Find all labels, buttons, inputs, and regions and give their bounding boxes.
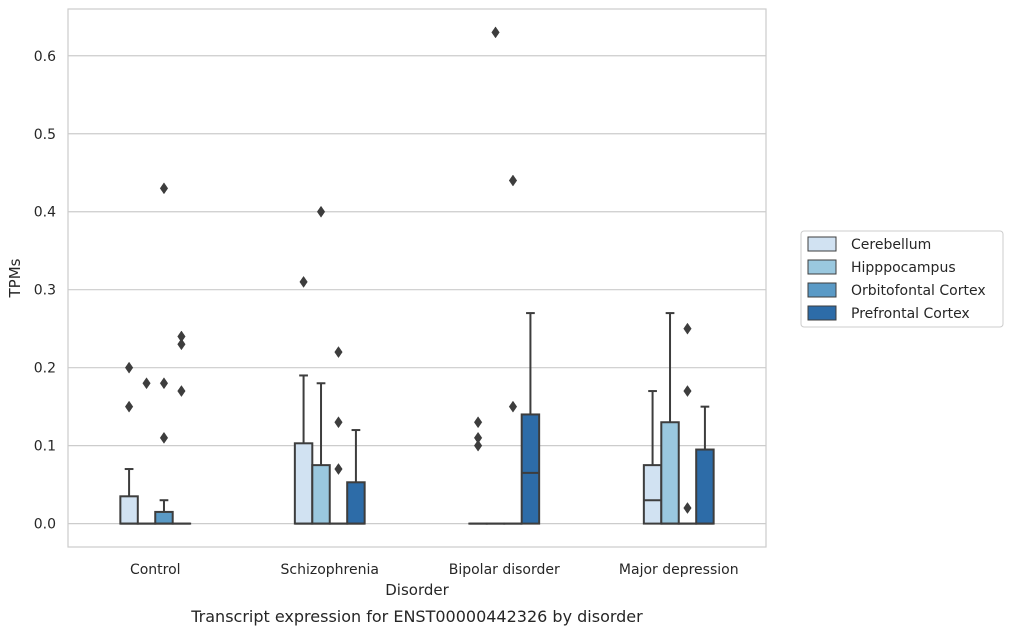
box-body [119,495,139,525]
outlier-point [334,346,343,359]
chart-caption: Transcript expression for ENST0000044232… [190,607,643,626]
legend-swatch [807,259,837,275]
x-axis-ticks: Control Schizophrenia Bipolar disorder Majo… [130,562,739,578]
x-axis-title: Disorder [385,581,449,599]
box [660,312,680,525]
legend-swatch [807,282,837,298]
outlier-point [683,385,692,397]
outlier-point [124,400,134,413]
legend-swatch [807,236,837,252]
outlier-point [334,416,343,429]
outlier-point [491,26,500,39]
plot-frame [67,8,767,548]
box [695,405,715,525]
box [171,330,192,525]
outlier-point [334,463,343,475]
outlier-point [473,431,483,444]
y-tick-label: 0.4 [34,205,56,221]
y-tick-label: 0.3 [34,283,56,299]
box-body [346,481,366,525]
box [485,26,506,525]
box-body [154,510,174,525]
box [642,390,663,525]
outlier-point [316,205,326,218]
outlier-point [683,322,692,335]
box [346,429,366,525]
legend-label: Orbitofontal Cortex [851,283,986,299]
legend-frame [800,230,1004,328]
y-tick-label: 0.5 [34,127,56,143]
box [293,275,314,525]
y-tick-label: 0.2 [34,361,56,377]
outlier-point [159,182,169,195]
box [311,205,331,525]
x-tick-label: Bipolar disorder [449,562,560,578]
box-body [660,421,680,525]
outlier-point [142,377,151,390]
box-body [520,413,541,525]
outlier-point [159,431,169,444]
outlier-point [177,330,186,343]
box [136,377,157,525]
outlier-point [299,275,308,288]
outlier-point [177,338,186,351]
box [119,361,139,525]
grid-lines [68,55,766,525]
box [328,346,349,525]
outlier-point [508,400,518,413]
outlier-point [473,416,483,429]
y-axis-ticks: 0.0 0.1 0.2 0.3 0.4 0.5 0.6 [34,49,56,533]
box [154,182,174,525]
box [503,174,523,525]
plot-boxes [119,26,715,525]
outlier-point [177,385,186,397]
box [520,312,541,525]
outlier-point [159,377,169,390]
box-body [293,442,314,525]
box [468,416,488,525]
legend-label: Prefrontal Cortex [851,306,970,322]
outlier-point [683,502,692,514]
x-tick-label: Schizophrenia [281,562,379,578]
legend-label: Hipppocampus [851,260,956,276]
y-tick-label: 0.1 [34,439,56,455]
box-body [311,464,331,525]
y-axis-title: TPMs [6,258,24,298]
y-tick-label: 0.0 [34,517,56,533]
y-tick-label: 0.6 [34,49,56,65]
outlier-point [124,361,134,374]
box-body [642,464,663,525]
legend: Cerebellum Hipppocampus Orbitofontal Corte… [800,230,1004,328]
box-body [695,448,715,525]
box [677,322,698,525]
outlier-point [473,439,483,452]
x-tick-label: Major depression [619,562,739,578]
legend-swatch [807,305,837,321]
legend-label: Cerebellum [851,237,931,253]
outlier-point [508,174,518,187]
x-tick-label: Control [130,562,181,578]
